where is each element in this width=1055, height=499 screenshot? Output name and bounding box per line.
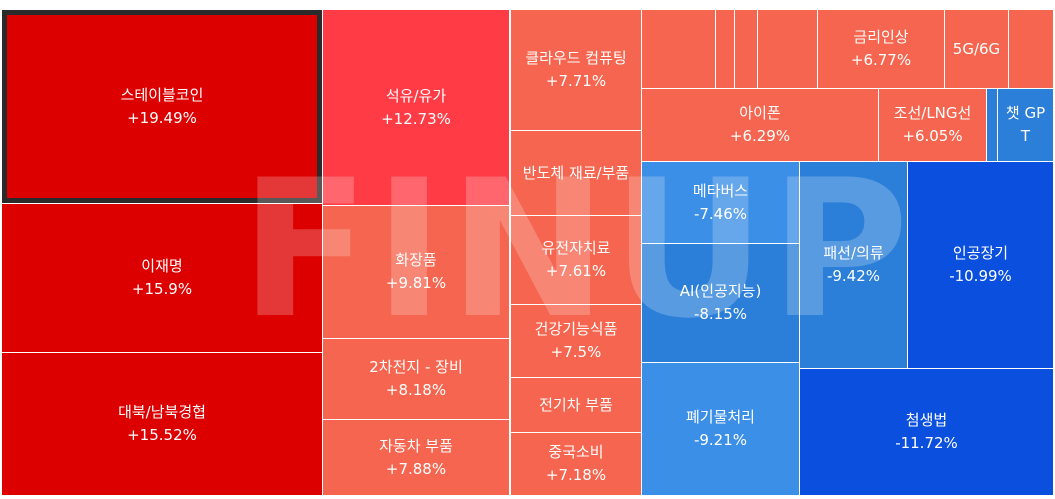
tile-content: 이재명 +15.9% (128, 255, 196, 301)
treemap-tile[interactable]: 아이폰 +6.29% (642, 89, 878, 161)
tile-label: 인공장기 (952, 244, 1009, 262)
tile-content: 아이폰 +6.29% (726, 102, 794, 148)
tile-label: 금리인상 (853, 28, 909, 46)
tile-label: 5G/6G (952, 39, 1001, 58)
tile-content: 폐기물처리 -9.21% (682, 406, 759, 452)
tile-content: 금리인상 +6.77% (847, 26, 915, 72)
treemap-tile-small[interactable] (1009, 10, 1053, 88)
tile-content: 중국소비 +7.18% (542, 441, 610, 487)
tile-content: 첨생법 -11.72% (891, 409, 962, 455)
tile-change: -8.15% (693, 305, 748, 323)
tile-change: +19.49% (127, 108, 197, 127)
treemap-tile-small[interactable] (716, 10, 734, 88)
treemap-tile[interactable]: 화장품 +9.81% (323, 206, 509, 338)
tile-label: 아이폰 (739, 104, 781, 122)
treemap-tile[interactable]: 유전자치료 +7.61% (511, 216, 641, 304)
tile-content: 반도체 재료/부품 (519, 162, 633, 185)
treemap-tile[interactable]: 5G/6G (945, 10, 1008, 88)
tile-label: 화장품 (395, 251, 437, 269)
tile-change: +7.61% (545, 262, 607, 280)
tile-content: 2차전지 - 장비 +8.18% (365, 356, 467, 402)
treemap-tile-small[interactable] (642, 10, 715, 88)
treemap-tile[interactable]: 자동차 부품 +7.88% (323, 420, 509, 495)
tile-change: +15.52% (127, 426, 197, 444)
tile-label: 유전자치료 (541, 239, 611, 257)
treemap-tile[interactable]: 금리인상 +6.77% (818, 10, 944, 88)
treemap-tile[interactable]: AI(인공지능) -8.15% (642, 244, 799, 362)
treemap-tile[interactable]: 중국소비 +7.18% (511, 433, 641, 495)
treemap-tile[interactable]: 전기차 부품 (511, 378, 641, 432)
tile-label: 2차전지 - 장비 (369, 358, 463, 376)
tile-label: 중국소비 (548, 443, 604, 461)
tile-change: -7.46% (693, 204, 748, 223)
tile-label: 대북/남북경협 (118, 403, 206, 421)
tile-label: 폐기물처리 (685, 408, 755, 426)
tile-label: 패션/의류 (823, 244, 884, 262)
treemap-tile[interactable]: 건강기능식품 +7.5% (511, 305, 641, 377)
tile-content: AI(인공지능) -8.15% (676, 280, 766, 326)
tile-label: 클라우드 컴퓨팅 (525, 49, 627, 67)
tile-change: -11.72% (895, 434, 958, 452)
treemap-tile[interactable]: 대북/남북경협 +15.52% (2, 353, 322, 495)
tile-content: 건강기능식품 +7.5% (531, 318, 622, 364)
treemap-tile[interactable]: 클라우드 컴퓨팅 +7.71% (511, 10, 641, 130)
tile-label: 스테이블코인 (120, 85, 204, 104)
tile-label: 조선/LNG선 (893, 104, 972, 122)
tile-content: 5G/6G (949, 38, 1004, 61)
tile-label: 자동차 부품 (379, 436, 453, 455)
tile-content: 클라우드 컴퓨팅 +7.71% (521, 47, 630, 93)
tile-change: +7.71% (545, 72, 607, 90)
tile-change: +7.88% (385, 459, 447, 478)
tile-change: +6.29% (729, 127, 791, 145)
tile-content: 전기차 부품 (535, 394, 617, 417)
tile-label: 반도체 재료/부품 (522, 163, 630, 182)
tile-label: AI(인공지능) (679, 282, 762, 300)
treemap-tile[interactable]: 첨생법 -11.72% (800, 369, 1053, 495)
treemap-tile[interactable]: 스테이블코인 +19.49% (2, 10, 322, 203)
tile-change: -10.99% (949, 267, 1012, 285)
tile-content: 유전자치료 +7.61% (537, 237, 614, 283)
tile-change: -9.21% (693, 431, 748, 449)
tile-change: +8.18% (385, 381, 447, 399)
treemap-tile[interactable]: 메타버스 -7.46% (642, 162, 799, 243)
tile-label: 메타버스 (692, 181, 749, 200)
treemap-tile-small[interactable] (758, 10, 817, 88)
tile-change: +6.77% (850, 51, 912, 69)
tile-change: -9.42% (826, 267, 881, 285)
treemap-tile[interactable]: 폐기물처리 -9.21% (642, 363, 799, 495)
tile-label: 석유/유가 (385, 86, 447, 105)
tile-content: 대북/남북경협 +15.52% (114, 401, 210, 447)
tile-content: 조선/LNG선 +6.05% (890, 102, 976, 148)
tile-label: 첨생법 (905, 411, 948, 429)
tile-content: 화장품 +9.81% (382, 249, 450, 295)
tile-change: +15.9% (131, 280, 193, 298)
treemap-tile[interactable]: 패션/의류 -9.42% (800, 162, 907, 368)
treemap-tile-small[interactable] (987, 89, 997, 161)
tile-change: +12.73% (381, 109, 451, 128)
tile-change: +7.18% (545, 466, 607, 484)
treemap-tile[interactable]: 챗 GPT (998, 89, 1053, 161)
treemap-tile[interactable]: 이재명 +15.9% (2, 204, 322, 352)
tile-label: 건강기능식품 (534, 320, 618, 338)
tile-content: 챗 GPT (998, 102, 1053, 148)
treemap-tile[interactable]: 조선/LNG선 +6.05% (879, 89, 986, 161)
tile-change: +7.5% (550, 343, 602, 361)
tile-change: +6.05% (902, 127, 963, 145)
treemap-tile[interactable]: 석유/유가 +12.73% (323, 10, 509, 205)
treemap-tile[interactable]: 반도체 재료/부품 (511, 131, 641, 215)
tile-label: 전기차 부품 (539, 395, 613, 414)
treemap-tile[interactable]: 인공장기 -10.99% (908, 162, 1053, 368)
tile-content: 인공장기 -10.99% (945, 242, 1016, 288)
treemap-tile-small[interactable] (735, 10, 757, 88)
tile-content: 자동차 부품 +7.88% (375, 435, 457, 481)
tile-content: 스테이블코인 +19.49% (117, 84, 208, 130)
tile-label: 챗 GPT (1005, 104, 1046, 145)
tile-content: 석유/유가 +12.73% (377, 85, 455, 131)
tile-content: 메타버스 -7.46% (689, 180, 752, 226)
tile-label: 이재명 (141, 257, 183, 275)
tile-content: 패션/의류 -9.42% (819, 242, 887, 288)
treemap-tile[interactable]: 2차전지 - 장비 +8.18% (323, 339, 509, 419)
tile-change: +9.81% (385, 274, 447, 292)
